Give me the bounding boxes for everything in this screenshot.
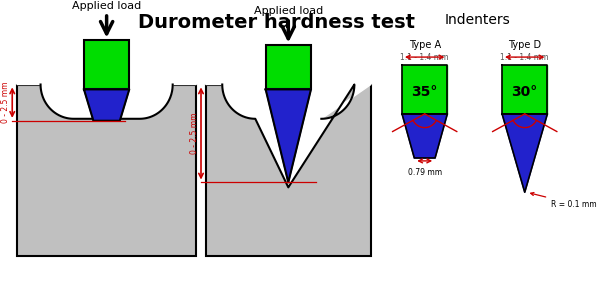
Polygon shape bbox=[17, 80, 196, 119]
Text: R = 0.1 mm: R = 0.1 mm bbox=[530, 193, 597, 208]
Text: 35°: 35° bbox=[412, 85, 438, 99]
Polygon shape bbox=[84, 89, 129, 121]
Text: 1.1 - 1.4 mm: 1.1 - 1.4 mm bbox=[500, 53, 549, 62]
Text: 0 - 2.5 mm: 0 - 2.5 mm bbox=[190, 113, 199, 154]
Text: Applied load: Applied load bbox=[72, 1, 141, 11]
Polygon shape bbox=[402, 65, 448, 114]
Polygon shape bbox=[266, 89, 311, 182]
Text: Durometer hardness test: Durometer hardness test bbox=[138, 13, 415, 32]
Bar bbox=[84, 40, 129, 89]
Text: Type D: Type D bbox=[508, 40, 541, 50]
Text: Applied load: Applied load bbox=[254, 6, 323, 16]
Polygon shape bbox=[206, 80, 371, 188]
Text: 0 - 2.5 mm: 0 - 2.5 mm bbox=[1, 82, 10, 123]
Polygon shape bbox=[402, 114, 448, 158]
Text: 0.79 mm: 0.79 mm bbox=[407, 168, 442, 177]
Text: Indenters: Indenters bbox=[445, 13, 511, 27]
Text: 30°: 30° bbox=[512, 85, 538, 99]
Bar bbox=[206, 85, 371, 256]
Polygon shape bbox=[502, 114, 547, 192]
Text: Type A: Type A bbox=[409, 40, 441, 50]
Polygon shape bbox=[502, 65, 547, 114]
Bar bbox=[17, 85, 196, 256]
Bar bbox=[266, 45, 311, 89]
Text: 1.1 - 1.4 mm: 1.1 - 1.4 mm bbox=[400, 53, 449, 62]
